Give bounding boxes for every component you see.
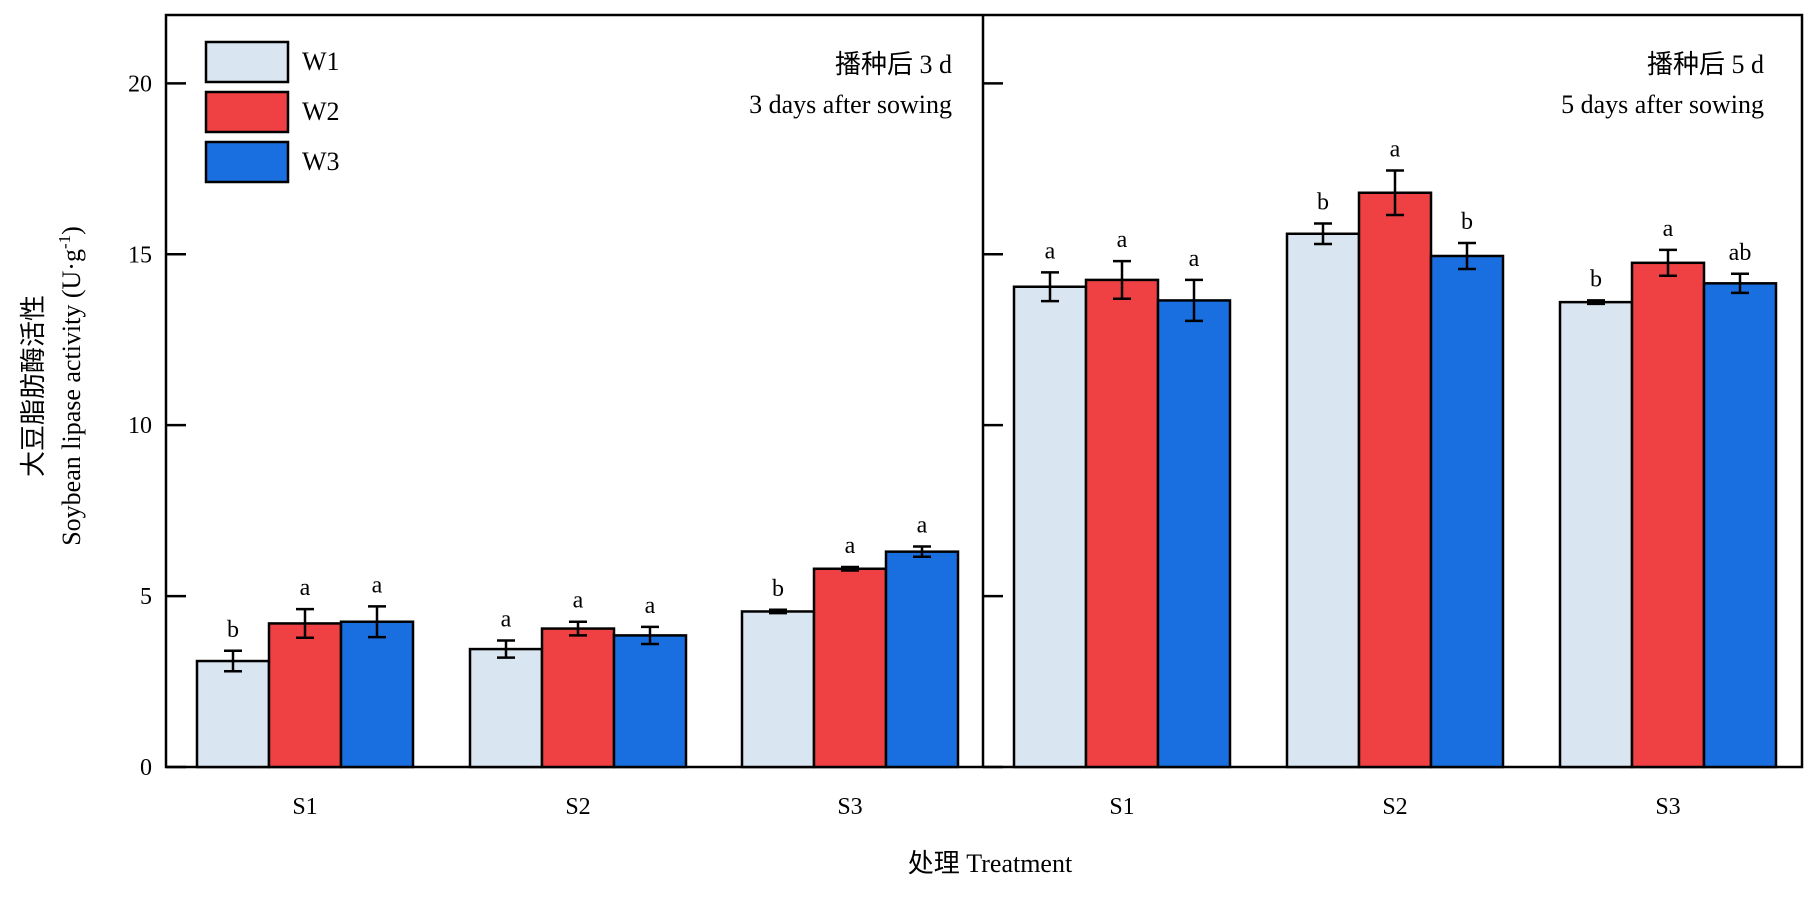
significance-label: a — [372, 572, 383, 598]
bar-w1-p2-s1 — [1012, 285, 1088, 769]
y-axis-title-cn: 大豆脂肪酶活性 — [19, 295, 48, 477]
x-tick-label: S3 — [1655, 794, 1680, 820]
bar-w3-p1-s3 — [884, 550, 960, 769]
x-tick-label: S1 — [292, 794, 317, 820]
legend-swatch-w3 — [204, 140, 290, 184]
y-axis-title-close: ) — [57, 226, 86, 235]
significance-label: b — [1317, 190, 1329, 216]
y-tick-label: 0 — [140, 755, 152, 781]
y-tick-label: 5 — [140, 584, 152, 610]
legend-swatch-w1 — [204, 40, 290, 84]
y-tick-label: 15 — [128, 242, 152, 268]
bar-w2-p1-s2 — [540, 627, 616, 769]
legend-swatch-w2 — [204, 90, 290, 134]
bar-w3-p2-s2 — [1429, 254, 1505, 769]
bar-w1-p1-s3 — [740, 610, 816, 769]
legend-label-w2: W2 — [302, 97, 340, 126]
x-tick-label: S1 — [1109, 794, 1134, 820]
bar-w3-p2-s3 — [1702, 282, 1778, 769]
y-axis-title-en: Soybean lipase activity (U·g-1) — [55, 226, 86, 546]
y-tick-label: 10 — [128, 413, 152, 439]
significance-label: a — [573, 588, 584, 614]
significance-label: a — [1189, 246, 1200, 272]
bar-w2-p2-s3 — [1630, 261, 1706, 769]
significance-label: a — [1117, 227, 1128, 253]
significance-label: b — [227, 617, 239, 643]
bar-w1-p2-s2 — [1285, 232, 1361, 769]
significance-label: a — [1045, 238, 1056, 264]
legend: W1 W2 W3 — [204, 40, 340, 184]
panel-2-title-en: 5 days after sowing — [1561, 90, 1764, 119]
bar-w1-p2-s3 — [1558, 300, 1634, 769]
significance-label: a — [645, 593, 656, 619]
bar-w2-p2-s1 — [1084, 278, 1160, 769]
significance-label: a — [845, 533, 856, 559]
significance-label: a — [300, 575, 311, 601]
y-axis-title-main: Soybean lipase activity (U·g — [57, 249, 86, 546]
x-tick-label: S2 — [1382, 794, 1407, 820]
significance-label: a — [917, 513, 928, 539]
bars — [195, 169, 1778, 769]
significance-label: b — [772, 576, 784, 602]
bar-w2-p1-s3 — [812, 567, 888, 769]
bar-w1-p1-s2 — [468, 647, 544, 769]
bar-w2-p2-s2 — [1357, 191, 1433, 769]
labels: 大豆脂肪酶活性 Soybean lipase activity (U·g-1) … — [19, 50, 1764, 878]
legend-label-w3: W3 — [302, 147, 340, 176]
plot-frame — [164, 13, 1804, 769]
x-axis-title: 处理 Treatment — [908, 849, 1073, 878]
significance-label: ab — [1729, 240, 1752, 266]
significance-label: a — [1390, 137, 1401, 163]
significance-label: b — [1590, 266, 1602, 292]
x-tick-label: S2 — [565, 794, 590, 820]
y-tick-label: 20 — [128, 71, 152, 97]
significance-label: a — [501, 607, 512, 633]
x-tick-label: S3 — [837, 794, 862, 820]
bar-w3-p2-s1 — [1156, 299, 1232, 769]
y-axis-title-sup: -1 — [55, 235, 74, 249]
bar-w3-p1-s2 — [612, 634, 688, 769]
panel-1-title-cn: 播种后 3 d — [835, 50, 952, 79]
significance-label: a — [1663, 216, 1674, 242]
bar-w3-p1-s1 — [339, 620, 415, 769]
significance-label: b — [1461, 209, 1473, 235]
panel-2-title-cn: 播种后 5 d — [1647, 50, 1764, 79]
panel-1-title-en: 3 days after sowing — [749, 90, 952, 119]
bar-w1-p1-s1 — [195, 659, 271, 769]
bar-w2-p1-s1 — [267, 622, 343, 769]
legend-label-w1: W1 — [302, 47, 340, 76]
